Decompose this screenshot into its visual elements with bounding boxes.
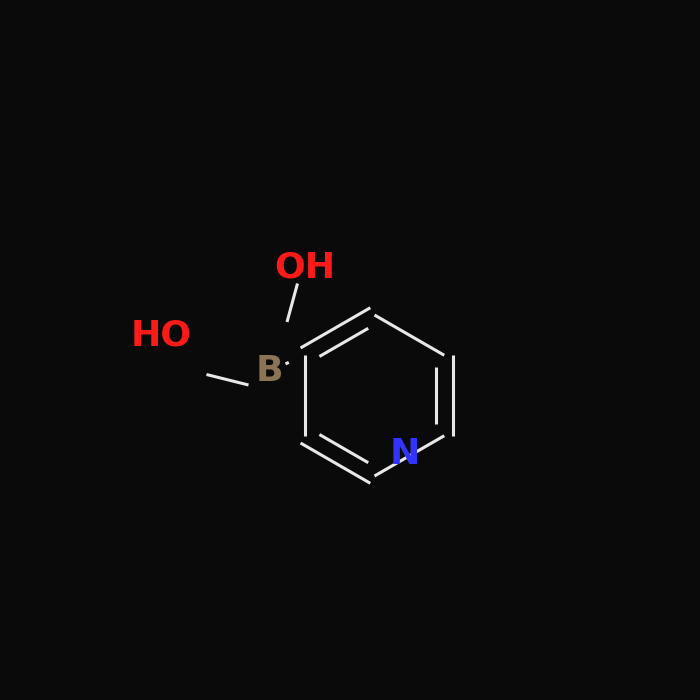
Text: OH: OH bbox=[274, 251, 335, 284]
Text: HO: HO bbox=[130, 319, 192, 353]
Text: N: N bbox=[389, 437, 420, 470]
Text: B: B bbox=[256, 354, 284, 388]
